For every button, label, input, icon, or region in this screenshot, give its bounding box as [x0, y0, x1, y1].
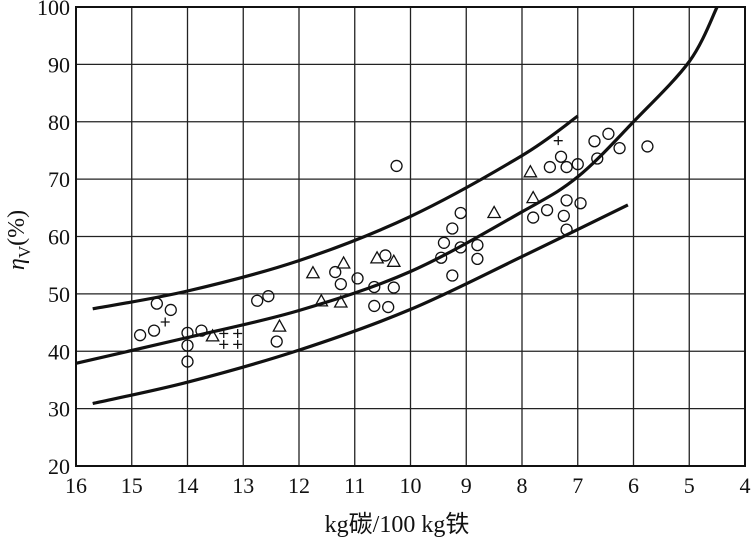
x-tick-label: 12 [288, 473, 310, 498]
circle-point [150, 297, 163, 310]
circle-point [181, 326, 194, 340]
circle-point [560, 160, 573, 174]
circle-point [588, 135, 601, 148]
y-axis-title-sub: V [15, 245, 34, 258]
curve-upper [92, 114, 579, 311]
y-tick-labels: 20 30 40 50 60 70 80 90 100 [37, 0, 70, 479]
circle-point [571, 158, 584, 171]
circle-point [543, 160, 557, 174]
triangle-point [272, 318, 287, 332]
y-axis-title-unit: (%) [4, 210, 30, 246]
y-axis-title-main: η [4, 258, 30, 270]
y-tick-label: 70 [48, 167, 70, 192]
circle-point [329, 265, 342, 279]
circle-point [454, 241, 467, 254]
x-tick-label: 7 [572, 473, 583, 498]
circle-point [368, 280, 381, 294]
circle-point [446, 222, 459, 235]
plus-point [219, 328, 229, 338]
circle-point [147, 324, 161, 337]
circle-point [454, 206, 467, 220]
plus-point [233, 328, 243, 338]
plus-point [233, 339, 243, 349]
y-tick-label: 60 [48, 225, 70, 250]
circle-point [390, 159, 403, 173]
y-tick-label: 30 [48, 397, 70, 422]
triangle-point [525, 190, 541, 204]
circle-point [133, 329, 147, 342]
plus-point [219, 339, 229, 349]
x-axis-title: kg碳/100 kg铁 [325, 511, 470, 538]
circle-point [195, 324, 208, 337]
x-tick-label: 14 [177, 473, 199, 498]
circle-point [262, 290, 275, 303]
curve-lower [92, 203, 629, 406]
circle-point [471, 252, 484, 266]
y-tick-label: 80 [48, 110, 70, 135]
circle-point [351, 272, 364, 285]
circle-point [164, 303, 177, 317]
triangle-point [333, 294, 349, 308]
circle-point [181, 339, 194, 352]
circle-point [270, 335, 283, 348]
x-tick-label: 11 [344, 473, 365, 498]
curve-layer [75, 6, 719, 406]
circle-point [574, 197, 587, 210]
circle-point [602, 127, 615, 140]
circle-point [557, 209, 570, 222]
circle-point [437, 236, 451, 249]
circle-point [181, 355, 194, 368]
x-tick-label: 8 [517, 473, 528, 498]
x-tick-label: 10 [400, 473, 422, 498]
x-tick-label: 15 [121, 473, 143, 498]
triangle-point [314, 293, 329, 307]
circle-point [591, 152, 604, 165]
grid-layer [76, 7, 745, 466]
circle-point [387, 281, 400, 294]
triangle-point [486, 205, 502, 219]
curve-middle [75, 6, 719, 365]
plus-point [160, 317, 170, 327]
circle-point [446, 269, 459, 282]
x-tick-labels: 16 15 14 13 12 11 10 9 8 7 6 5 4 [65, 473, 751, 498]
triangle-point [205, 328, 220, 342]
circle-point [613, 141, 626, 155]
circle-point [554, 150, 568, 163]
x-tick-label: 9 [461, 473, 472, 498]
circle-point [527, 211, 540, 224]
plus-point [553, 136, 563, 146]
x-tick-label: 4 [740, 473, 751, 498]
circle-point [540, 203, 554, 217]
y-tick-label: 20 [48, 454, 70, 479]
x-tick-label: 6 [628, 473, 639, 498]
circle-point [471, 238, 484, 252]
circle-point [334, 277, 347, 291]
triangle-point [336, 255, 351, 269]
y-tick-label: 100 [37, 0, 70, 20]
y-tick-label: 90 [48, 52, 70, 77]
y-tick-label: 50 [48, 282, 70, 307]
x-tick-label: 16 [65, 473, 87, 498]
x-tick-label: 5 [684, 473, 695, 498]
circle-point [560, 223, 573, 236]
circle-point [435, 251, 448, 264]
circle-point [379, 249, 392, 262]
triangle-point [369, 250, 385, 264]
triangle-point [523, 164, 538, 178]
y-tick-label: 40 [48, 339, 70, 364]
y-axis-title: ηV(%) [4, 210, 34, 270]
circle-point [560, 194, 573, 207]
triangle-point [305, 265, 321, 279]
point-layer [133, 127, 654, 368]
circle-point [641, 140, 654, 153]
circle-point [382, 300, 395, 314]
plot-frame [75, 6, 746, 467]
x-tick-label: 13 [232, 473, 254, 498]
circle-point [251, 294, 264, 307]
circle-point [368, 299, 381, 313]
triangle-point [386, 253, 402, 267]
